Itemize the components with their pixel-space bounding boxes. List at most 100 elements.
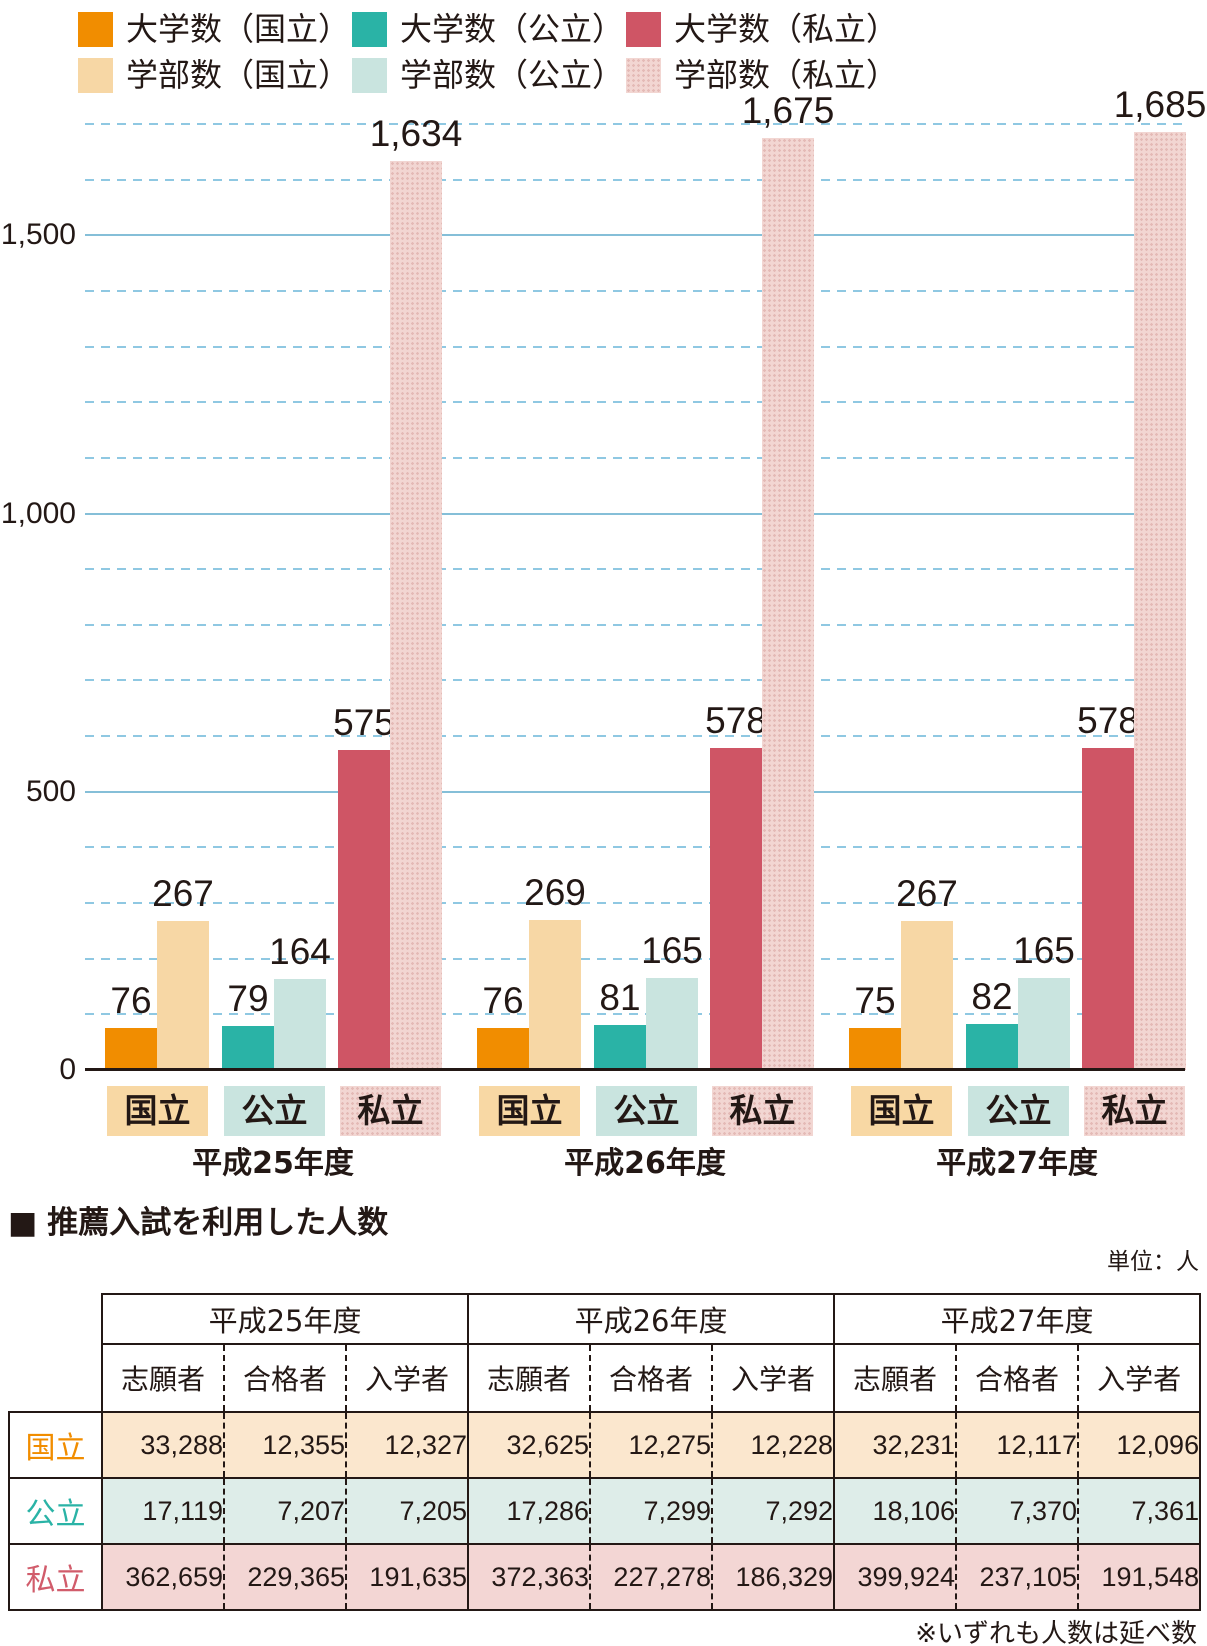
bar-faculties-national-h27 bbox=[901, 921, 953, 1070]
value-cell: 12,275 bbox=[589, 1412, 713, 1479]
category-box-national-h25: 国立 bbox=[107, 1086, 208, 1136]
legend-swatch bbox=[352, 11, 387, 47]
value-cell: 7,299 bbox=[589, 1478, 713, 1545]
gridline bbox=[85, 513, 1185, 515]
category-box-public-h26: 公立 bbox=[596, 1086, 697, 1136]
subheader-cell: 志願者 bbox=[833, 1344, 957, 1413]
bar-universities-national-h25 bbox=[105, 1028, 157, 1070]
category-box-public-h25: 公立 bbox=[224, 1086, 325, 1136]
value-cell: 372,363 bbox=[467, 1544, 591, 1611]
value-cell: 7,207 bbox=[223, 1478, 346, 1545]
legend-item: 学部数（国立） bbox=[78, 56, 350, 94]
value-cell: 362,659 bbox=[101, 1544, 224, 1611]
bar-faculties-private-h26 bbox=[762, 138, 814, 1070]
y-axis-tick-label: 1,500 bbox=[0, 218, 76, 251]
value-cell: 7,205 bbox=[344, 1478, 469, 1545]
bar-universities-private-h25 bbox=[338, 750, 390, 1070]
gridline bbox=[85, 457, 1185, 459]
value-cell: 12,117 bbox=[955, 1412, 1079, 1479]
bar-value-label: 165 bbox=[641, 930, 703, 971]
bar-value-label: 165 bbox=[1013, 930, 1075, 971]
legend-swatch bbox=[78, 57, 113, 93]
legend-label: 学部数（公立） bbox=[400, 56, 625, 94]
year-header-cell: 平成25年度 bbox=[100, 1293, 470, 1345]
bar-value-label: 578 bbox=[705, 700, 767, 741]
value-cell: 12,327 bbox=[344, 1412, 469, 1479]
gridline bbox=[85, 902, 1185, 904]
bar-value-label: 269 bbox=[524, 872, 586, 913]
bar-faculties-public-h26 bbox=[646, 978, 698, 1070]
table-row: 公立 17,119 7,207 7,205 17,286 7,299 7,292 18,106… bbox=[8, 1477, 1202, 1545]
bar-value-label: 1,634 bbox=[369, 113, 463, 154]
value-cell: 191,635 bbox=[344, 1544, 469, 1611]
bar-universities-public-h27 bbox=[966, 1024, 1018, 1070]
table-row: 国立 33,288 12,355 12,327 32,625 12,275 12,228 32… bbox=[8, 1411, 1202, 1479]
bar-value-label: 575 bbox=[333, 702, 395, 743]
value-cell: 32,625 bbox=[467, 1412, 591, 1479]
subheader-cell: 合格者 bbox=[223, 1344, 346, 1413]
subheader-cell: 合格者 bbox=[955, 1344, 1079, 1413]
row-label-cell: 公立 bbox=[8, 1477, 103, 1545]
bar-value-label: 75 bbox=[854, 980, 896, 1021]
legend-label: 大学数（国立） bbox=[126, 10, 351, 48]
bar-universities-national-h26 bbox=[477, 1028, 529, 1070]
bar-value-label: 76 bbox=[110, 980, 152, 1021]
legend-swatch bbox=[352, 57, 387, 93]
year-header-cell: 平成27年度 bbox=[833, 1293, 1202, 1345]
legend-item: 大学数（公立） bbox=[352, 10, 624, 48]
heading-text: 推薦入試を利用した人数 bbox=[47, 1205, 389, 1241]
legend-swatch bbox=[626, 11, 661, 47]
legend-item: 学部数（私立） bbox=[626, 56, 898, 94]
x-axis-line bbox=[85, 1068, 1185, 1071]
subheader-cell: 合格者 bbox=[589, 1344, 713, 1413]
bar-value-label: 267 bbox=[896, 873, 958, 914]
gridline bbox=[85, 179, 1185, 181]
table-corner-blank bbox=[9, 1294, 102, 1412]
bar-universities-private-h26 bbox=[710, 748, 762, 1070]
category-box-private-h27: 私立 bbox=[1084, 1086, 1185, 1136]
value-cell: 12,096 bbox=[1077, 1412, 1202, 1479]
year-header-cell: 平成26年度 bbox=[467, 1293, 836, 1345]
y-axis-tick-label: 500 bbox=[25, 775, 76, 808]
gridline bbox=[85, 679, 1185, 681]
gridline bbox=[85, 1013, 1185, 1015]
value-cell: 18,106 bbox=[833, 1478, 957, 1545]
x-axis-year-label: 平成27年度 bbox=[936, 1146, 1098, 1181]
bar-faculties-private-h27 bbox=[1134, 132, 1186, 1070]
value-cell: 237,105 bbox=[955, 1544, 1079, 1611]
legend-label: 大学数（私立） bbox=[674, 10, 899, 48]
heading-square-marker: ■ bbox=[8, 1205, 38, 1241]
gridline bbox=[85, 568, 1185, 570]
value-cell: 33,288 bbox=[101, 1412, 224, 1479]
legend-item: 学部数（公立） bbox=[352, 56, 624, 94]
bar-value-label: 81 bbox=[599, 977, 641, 1018]
legend-item: 大学数（国立） bbox=[78, 10, 350, 48]
table-row: 私立 362,659 229,365 191,635 372,363 227,278 186… bbox=[8, 1543, 1202, 1611]
value-cell: 17,286 bbox=[467, 1478, 591, 1545]
value-cell: 186,329 bbox=[711, 1544, 835, 1611]
gridline bbox=[85, 624, 1185, 626]
bar-faculties-public-h25 bbox=[274, 979, 326, 1070]
y-axis-tick-label: 1,000 bbox=[0, 497, 76, 530]
row-label-cell: 国立 bbox=[8, 1411, 103, 1479]
bar-faculties-private-h25 bbox=[390, 161, 442, 1070]
gridline bbox=[85, 735, 1185, 737]
row-label-cell: 私立 bbox=[8, 1543, 103, 1611]
bar-value-label: 79 bbox=[227, 978, 269, 1019]
value-cell: 12,355 bbox=[223, 1412, 346, 1479]
category-box-public-h27: 公立 bbox=[968, 1086, 1069, 1136]
subheader-cell: 入学者 bbox=[344, 1344, 469, 1413]
value-cell: 227,278 bbox=[589, 1544, 713, 1611]
legend-swatch bbox=[78, 11, 113, 47]
bar-universities-private-h27 bbox=[1082, 748, 1134, 1070]
unit-label: 単位：人 bbox=[1107, 1249, 1199, 1275]
category-box-private-h26: 私立 bbox=[712, 1086, 813, 1136]
bar-faculties-public-h27 bbox=[1018, 978, 1070, 1070]
gridline bbox=[85, 290, 1185, 292]
bar-value-label: 578 bbox=[1077, 700, 1139, 741]
subheader-cell: 志願者 bbox=[101, 1344, 224, 1413]
legend-item: 大学数（私立） bbox=[626, 10, 898, 48]
value-cell: 7,370 bbox=[955, 1478, 1079, 1545]
value-cell: 191,548 bbox=[1077, 1544, 1202, 1611]
